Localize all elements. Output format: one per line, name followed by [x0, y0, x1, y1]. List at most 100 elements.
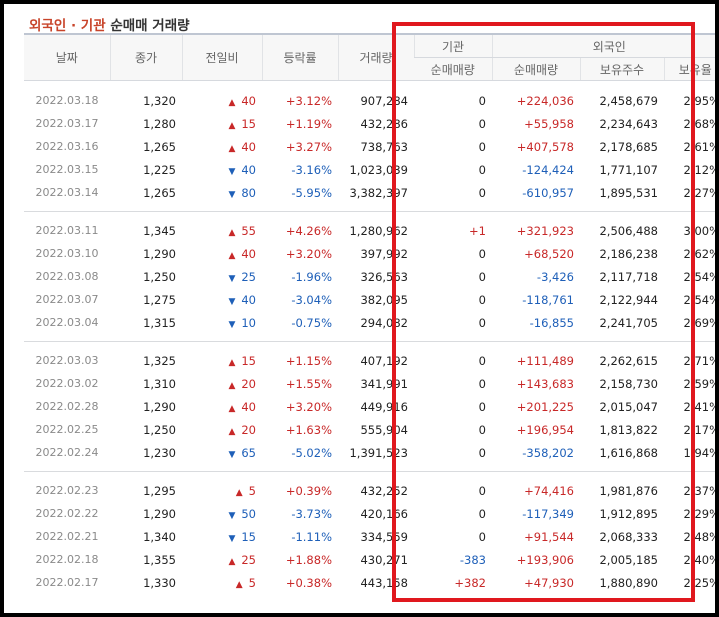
foreign-net-cell: +201,225	[516, 399, 574, 414]
foreign-ratio-cell: 2.61%	[683, 139, 715, 154]
inst-net-cell: -383	[459, 552, 486, 567]
close-cell: 1,230	[143, 445, 176, 460]
date-cell: 2022.02.25	[35, 423, 99, 436]
date-cell: 2022.03.17	[35, 117, 99, 130]
inst-net-cell: +1	[469, 223, 486, 238]
change-cell: ▼ 65	[182, 441, 262, 464]
rate-cell: +0.38%	[285, 575, 332, 590]
rate-cell: +1.63%	[285, 422, 332, 437]
triangle-up-icon: ▲	[228, 120, 236, 131]
date-cell: 2022.03.18	[35, 94, 99, 107]
foreign-shares-cell: 2,178,685	[599, 139, 658, 154]
inst-net-cell: 0	[478, 185, 486, 200]
header-inst-net: 순매매량	[414, 57, 492, 81]
table-row: 2022.02.21 1,340 ▼ 15 -1.11% 334,559 0 +91,544 2…	[24, 525, 716, 548]
volume-cell: 1,023,039	[349, 162, 408, 177]
close-cell: 1,315	[143, 315, 176, 330]
triangle-down-icon: ▼	[228, 510, 236, 521]
date-cell: 2022.03.11	[35, 224, 99, 237]
page-frame: 외국인 · 기관 순매매 거래량 날짜 종가 전일비 등락률 거래량 기관 외국…	[4, 4, 715, 613]
change-value: 25	[241, 269, 256, 284]
change-value: 80	[241, 185, 256, 200]
foreign-net-cell: +111,489	[516, 353, 574, 368]
foreign-ratio-cell: 2.29%	[683, 506, 715, 521]
date-cell: 2022.03.04	[35, 316, 99, 329]
close-cell: 1,290	[143, 246, 176, 261]
change-value: 65	[241, 445, 256, 460]
change-cell: ▲ 40	[182, 395, 262, 418]
foreign-shares-cell: 2,241,705	[599, 315, 658, 330]
table-row: 2022.03.14 1,265 ▼ 80 -5.95% 3,382,397 0 -610,9…	[24, 181, 716, 204]
title-accent: 외국인 · 기관	[29, 18, 106, 34]
rate-cell: +0.39%	[285, 483, 332, 498]
foreign-shares-cell: 1,981,876	[599, 483, 658, 498]
table-row: 2022.03.10 1,290 ▲ 40 +3.20% 397,992 0 +68,520 2…	[24, 242, 716, 265]
volume-cell: 430,271	[360, 552, 408, 567]
change-value: 15	[241, 116, 256, 131]
date-cell: 2022.03.02	[35, 377, 99, 390]
top-spacer-cell	[24, 81, 715, 90]
close-cell: 1,330	[143, 575, 176, 590]
inst-net-cell: 0	[478, 422, 486, 437]
rate-cell: +3.12%	[285, 93, 332, 108]
rate-cell: +1.15%	[285, 353, 332, 368]
foreign-ratio-cell: 2.62%	[683, 246, 715, 261]
change-value: 20	[241, 422, 256, 437]
close-cell: 1,275	[143, 292, 176, 307]
date-cell: 2022.02.21	[35, 530, 99, 543]
triangle-down-icon: ▼	[228, 449, 236, 460]
table-row: 2022.03.16 1,265 ▲ 40 +3.27% 738,763 0 +407,578…	[24, 135, 716, 158]
group-gap	[24, 464, 715, 472]
table-body: 2022.03.18 1,320 ▲ 40 +3.12% 907,284 0 +224,036…	[24, 81, 715, 595]
triangle-down-icon: ▼	[228, 533, 236, 544]
foreign-ratio-cell: 2.17%	[683, 422, 715, 437]
foreign-ratio-cell: 2.68%	[683, 116, 715, 131]
volume-cell: 3,382,397	[349, 185, 408, 200]
inst-net-cell: 0	[478, 376, 486, 391]
foreign-shares-cell: 2,186,238	[599, 246, 658, 261]
table-row: 2022.02.22 1,290 ▼ 50 -3.73% 420,166 0 -117,349…	[24, 502, 716, 525]
triangle-down-icon: ▼	[228, 296, 236, 307]
date-cell: 2022.02.28	[35, 400, 99, 413]
close-cell: 1,225	[143, 162, 176, 177]
foreign-ratio-cell: 2.25%	[683, 575, 715, 590]
change-value: 10	[241, 315, 256, 330]
group-gap	[24, 342, 715, 349]
change-value: 50	[241, 506, 256, 521]
inst-net-cell: 0	[478, 315, 486, 330]
header-foreign-ratio: 보유율	[663, 57, 715, 81]
foreign-net-cell: -358,202	[522, 445, 574, 460]
volume-cell: 555,904	[360, 422, 408, 437]
rate-cell: +4.26%	[285, 223, 332, 238]
change-cell: ▲ 20	[182, 372, 262, 395]
table-row: 2022.03.07 1,275 ▼ 40 -3.04% 382,095 0 -118,761…	[24, 288, 716, 311]
change-value: 20	[241, 376, 256, 391]
group-divider	[24, 211, 715, 212]
inst-net-cell: 0	[478, 353, 486, 368]
group-divider	[24, 341, 715, 342]
table-row: 2022.03.04 1,315 ▼ 10 -0.75% 294,082 0 -16,855 2…	[24, 311, 716, 334]
rate-cell: +3.27%	[285, 139, 332, 154]
foreign-ratio-cell: 2.41%	[683, 399, 715, 414]
header-institution: 기관	[413, 33, 492, 58]
foreign-shares-cell: 1,813,822	[599, 422, 658, 437]
foreign-net-cell: -3,426	[536, 269, 574, 284]
change-cell: ▲ 5	[182, 571, 262, 594]
foreign-net-cell: +196,954	[516, 422, 574, 437]
rate-cell: +1.88%	[285, 552, 332, 567]
foreign-shares-cell: 2,506,488	[599, 223, 658, 238]
foreign-ratio-cell: 3.00%	[683, 223, 715, 238]
foreign-shares-cell: 2,262,615	[599, 353, 658, 368]
group-divider	[24, 471, 715, 472]
inst-net-cell: 0	[478, 93, 486, 108]
group-divider-cell	[24, 341, 715, 342]
table-row: 2022.03.11 1,345 ▲ 55 +4.26% 1,280,962 +1 +321,…	[24, 219, 716, 242]
change-cell: ▼ 10	[182, 311, 262, 334]
group-gap-cell	[24, 212, 715, 219]
inst-net-cell: +382	[454, 575, 486, 590]
triangle-up-icon: ▲	[228, 227, 236, 238]
rate-cell: +1.55%	[285, 376, 332, 391]
triangle-up-icon: ▲	[228, 357, 236, 368]
volume-cell: 382,095	[360, 292, 408, 307]
close-cell: 1,320	[143, 93, 176, 108]
